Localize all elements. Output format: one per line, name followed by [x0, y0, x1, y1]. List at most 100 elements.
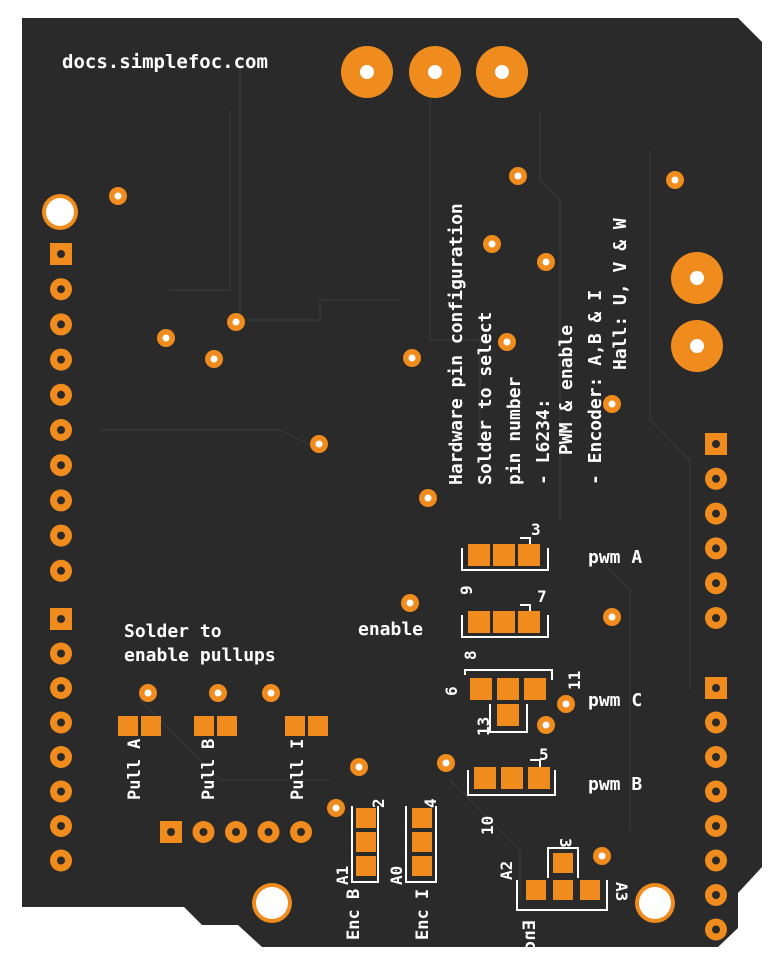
power-pads	[671, 252, 723, 372]
label-pwm-a: pwm A	[588, 547, 642, 568]
pin-hole	[57, 684, 65, 692]
header-bottom	[160, 821, 312, 843]
label-pwm-c: pwm C	[588, 690, 642, 711]
pull-b-label: Pull B	[199, 739, 219, 800]
jumper-pwm-a[interactable]	[461, 537, 549, 571]
pin-hole	[57, 566, 65, 575]
pin-hole	[712, 440, 720, 448]
pin-4: 4	[421, 798, 440, 808]
pin-a1: A1	[333, 866, 352, 885]
pin-hole	[57, 461, 65, 470]
mounting-holes	[42, 194, 675, 923]
pin-a2: A2	[497, 861, 516, 880]
pin-hole	[57, 355, 65, 364]
via-hole	[332, 804, 340, 812]
pullup-pad-i[interactable]	[285, 716, 328, 736]
pin-hole	[232, 828, 240, 836]
pin-hole	[712, 856, 720, 865]
via-hole	[598, 852, 606, 860]
pin-hole	[712, 474, 720, 483]
pin-hole	[57, 285, 65, 294]
via-hole	[162, 334, 170, 342]
via-hole	[671, 176, 679, 184]
pin-hole	[712, 509, 720, 518]
via-hole	[144, 689, 152, 697]
pull-i-label: Pull I	[288, 739, 308, 800]
via-hole	[214, 689, 222, 697]
pullups-line2: enable pullups	[124, 645, 276, 666]
pin-hole	[712, 579, 720, 588]
config-title-rot: Hardware pin configuration	[446, 203, 467, 485]
config-encoder: - Encoder: A,B & I	[585, 290, 606, 485]
jumper-enable[interactable]	[461, 604, 549, 638]
pin-hole	[57, 320, 65, 329]
pin-5: 5	[539, 745, 549, 764]
terminal-pads-top	[341, 46, 528, 98]
via-hole	[210, 355, 218, 363]
pin-hole	[199, 828, 208, 836]
pin-hole	[57, 856, 65, 865]
via-hole	[114, 192, 122, 200]
pin-7: 7	[537, 587, 547, 606]
enc-i-label: Enc I	[413, 889, 433, 940]
via-hole	[608, 613, 616, 621]
enc-a-label: Enc A	[520, 920, 540, 971]
config-line3: pin number	[504, 376, 525, 485]
pullup-pad-b[interactable]	[194, 716, 237, 736]
via-hole	[315, 440, 323, 448]
pin-hole	[57, 426, 65, 434]
via-hole	[542, 258, 550, 266]
via-hole	[267, 689, 275, 697]
via-hole	[542, 721, 550, 729]
pin-hole	[57, 496, 65, 505]
pin-hole	[57, 718, 65, 727]
board-outline	[22, 18, 762, 947]
via-hole	[503, 338, 511, 346]
pin-hole	[712, 753, 720, 761]
jumper-enc-i[interactable]	[405, 806, 437, 883]
pin-13: 13	[474, 717, 493, 736]
label-pwm-b: pwm B	[588, 774, 642, 795]
config-hall: Hall: U, V & W	[610, 218, 631, 370]
via-hole	[355, 763, 363, 771]
pin-a0: A0	[387, 866, 406, 885]
pin-hole	[57, 822, 65, 830]
pin-hole	[57, 390, 65, 399]
pin-hole	[712, 684, 720, 692]
label-enable: enable	[358, 619, 423, 640]
via-hole	[442, 759, 450, 767]
via-hole	[608, 400, 616, 408]
pin-hole	[57, 531, 65, 540]
pullup-pad-a[interactable]	[118, 716, 161, 736]
header-right-top	[705, 433, 727, 629]
pin-hole	[712, 822, 720, 830]
pin-hole	[297, 828, 305, 836]
pin-hole	[57, 250, 65, 258]
jumper-pwm-b[interactable]	[467, 759, 556, 796]
jumper-enc-b[interactable]	[351, 806, 379, 883]
pin-hole	[57, 753, 65, 761]
enc-b-label: Enc B	[344, 889, 364, 940]
pin-10: 10	[478, 816, 497, 835]
pin-hole	[712, 614, 720, 622]
pin-hole	[57, 787, 65, 796]
pin-hole	[57, 615, 65, 623]
via-hole	[424, 494, 432, 502]
jumper-enc-a[interactable]	[516, 847, 608, 911]
pin-hole	[264, 828, 273, 836]
pullups-line1: Solder to	[124, 621, 222, 642]
via-hole	[488, 240, 496, 248]
config-pwm-enable: PWM & enable	[556, 325, 577, 455]
pin-3b: 3	[556, 838, 575, 848]
config-line2: Solder to select	[475, 312, 496, 485]
pin-a3: A3	[612, 882, 631, 901]
pull-a-label: Pull A	[125, 739, 145, 800]
jumper-pwm-c[interactable]	[464, 669, 553, 733]
pin-hole	[712, 925, 720, 934]
copper-traces	[100, 60, 691, 900]
header-right-bottom	[705, 677, 727, 941]
via-hole	[408, 354, 416, 362]
header-left-top	[50, 243, 72, 582]
pin-hole	[712, 787, 720, 796]
